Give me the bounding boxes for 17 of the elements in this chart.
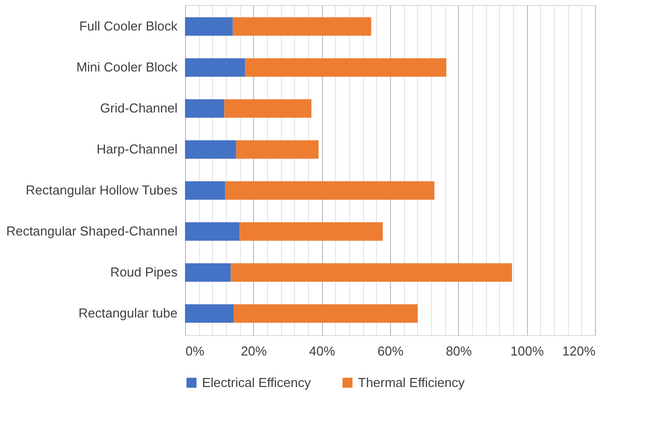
y-tick-label: Mini Cooler Block [76,60,178,75]
y-tick-label: Roud Pipes [110,264,178,280]
x-tick-label: 0% [186,344,205,358]
y-tick-label: Harp-Channel [96,142,178,157]
x-tick-label: 40% [309,344,336,358]
x-tick-label: 60% [377,344,404,358]
y-tick-label: Rectangular tube [78,305,178,320]
y-tick-label: Grid-Channel [100,100,178,116]
x-tick-label: 100% [510,344,544,358]
legend-label: Thermal Efficiency [358,374,466,390]
y-tick-label: Full Cooler Block [79,18,178,34]
x-tick-label: 20% [240,344,268,358]
y-tick-label: Rectangular Shaped-Channel [6,223,178,238]
y-tick-label: Rectangular Hollow Tubes [26,182,178,198]
x-tick-label: 120% [562,344,596,358]
x-tick-label: 80% [446,344,472,358]
legend-label: Electrical Efficency [202,374,312,390]
